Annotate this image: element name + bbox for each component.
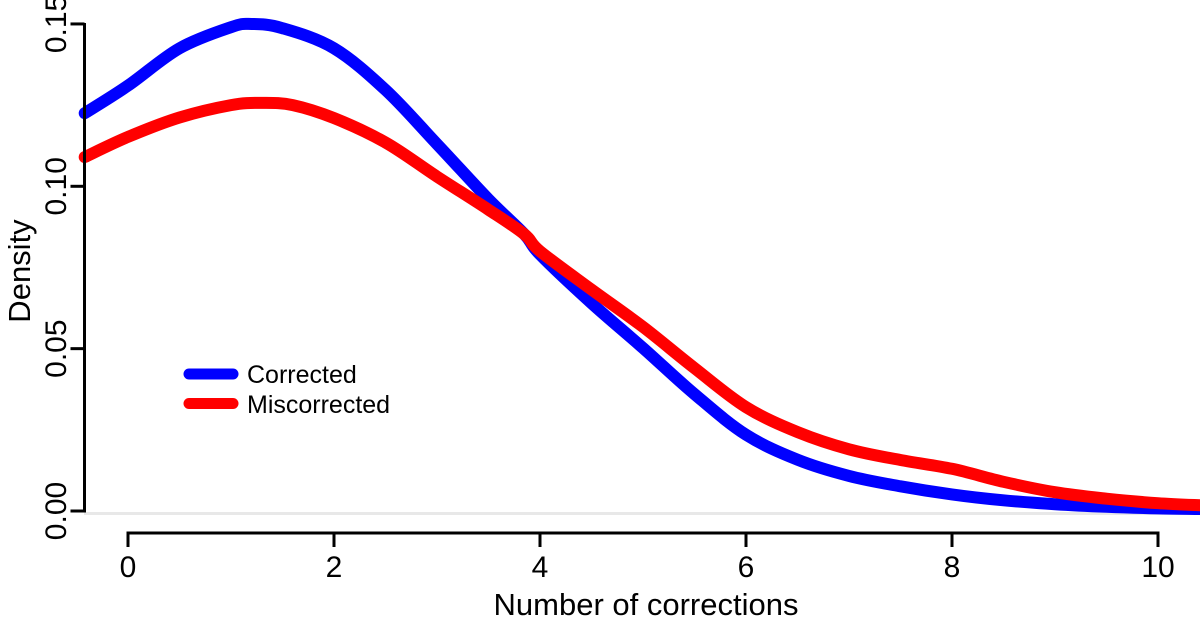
curve-miscorrected: [78, 96, 1200, 512]
x-tick-label: 10: [1141, 551, 1174, 584]
x-tick-label: 8: [944, 551, 961, 584]
y-axis-title: Density: [2, 219, 37, 323]
x-tick-label: 6: [738, 551, 755, 584]
x-tick-label: 2: [326, 551, 343, 584]
y-tick-label: 0.10: [40, 157, 73, 215]
x-tick-label: 4: [532, 551, 549, 584]
curve-corrected: [78, 17, 1200, 516]
x-tick-label: 0: [120, 551, 137, 584]
axes-group: 0 2 4 6 8 10 0.00 0.05 0.10 0.15: [40, 0, 1175, 584]
legend-label-corrected: Corrected: [247, 361, 357, 389]
y-tick-label: 0.00: [40, 482, 73, 540]
x-axis-title: Number of corrections: [494, 587, 799, 617]
y-tick-label: 0.15: [40, 0, 73, 53]
legend: Corrected Miscorrected: [183, 361, 390, 419]
y-tick-label: 0.05: [40, 319, 73, 377]
legend-label-miscorrected: Miscorrected: [247, 391, 390, 419]
curves-group: [78, 17, 1200, 516]
